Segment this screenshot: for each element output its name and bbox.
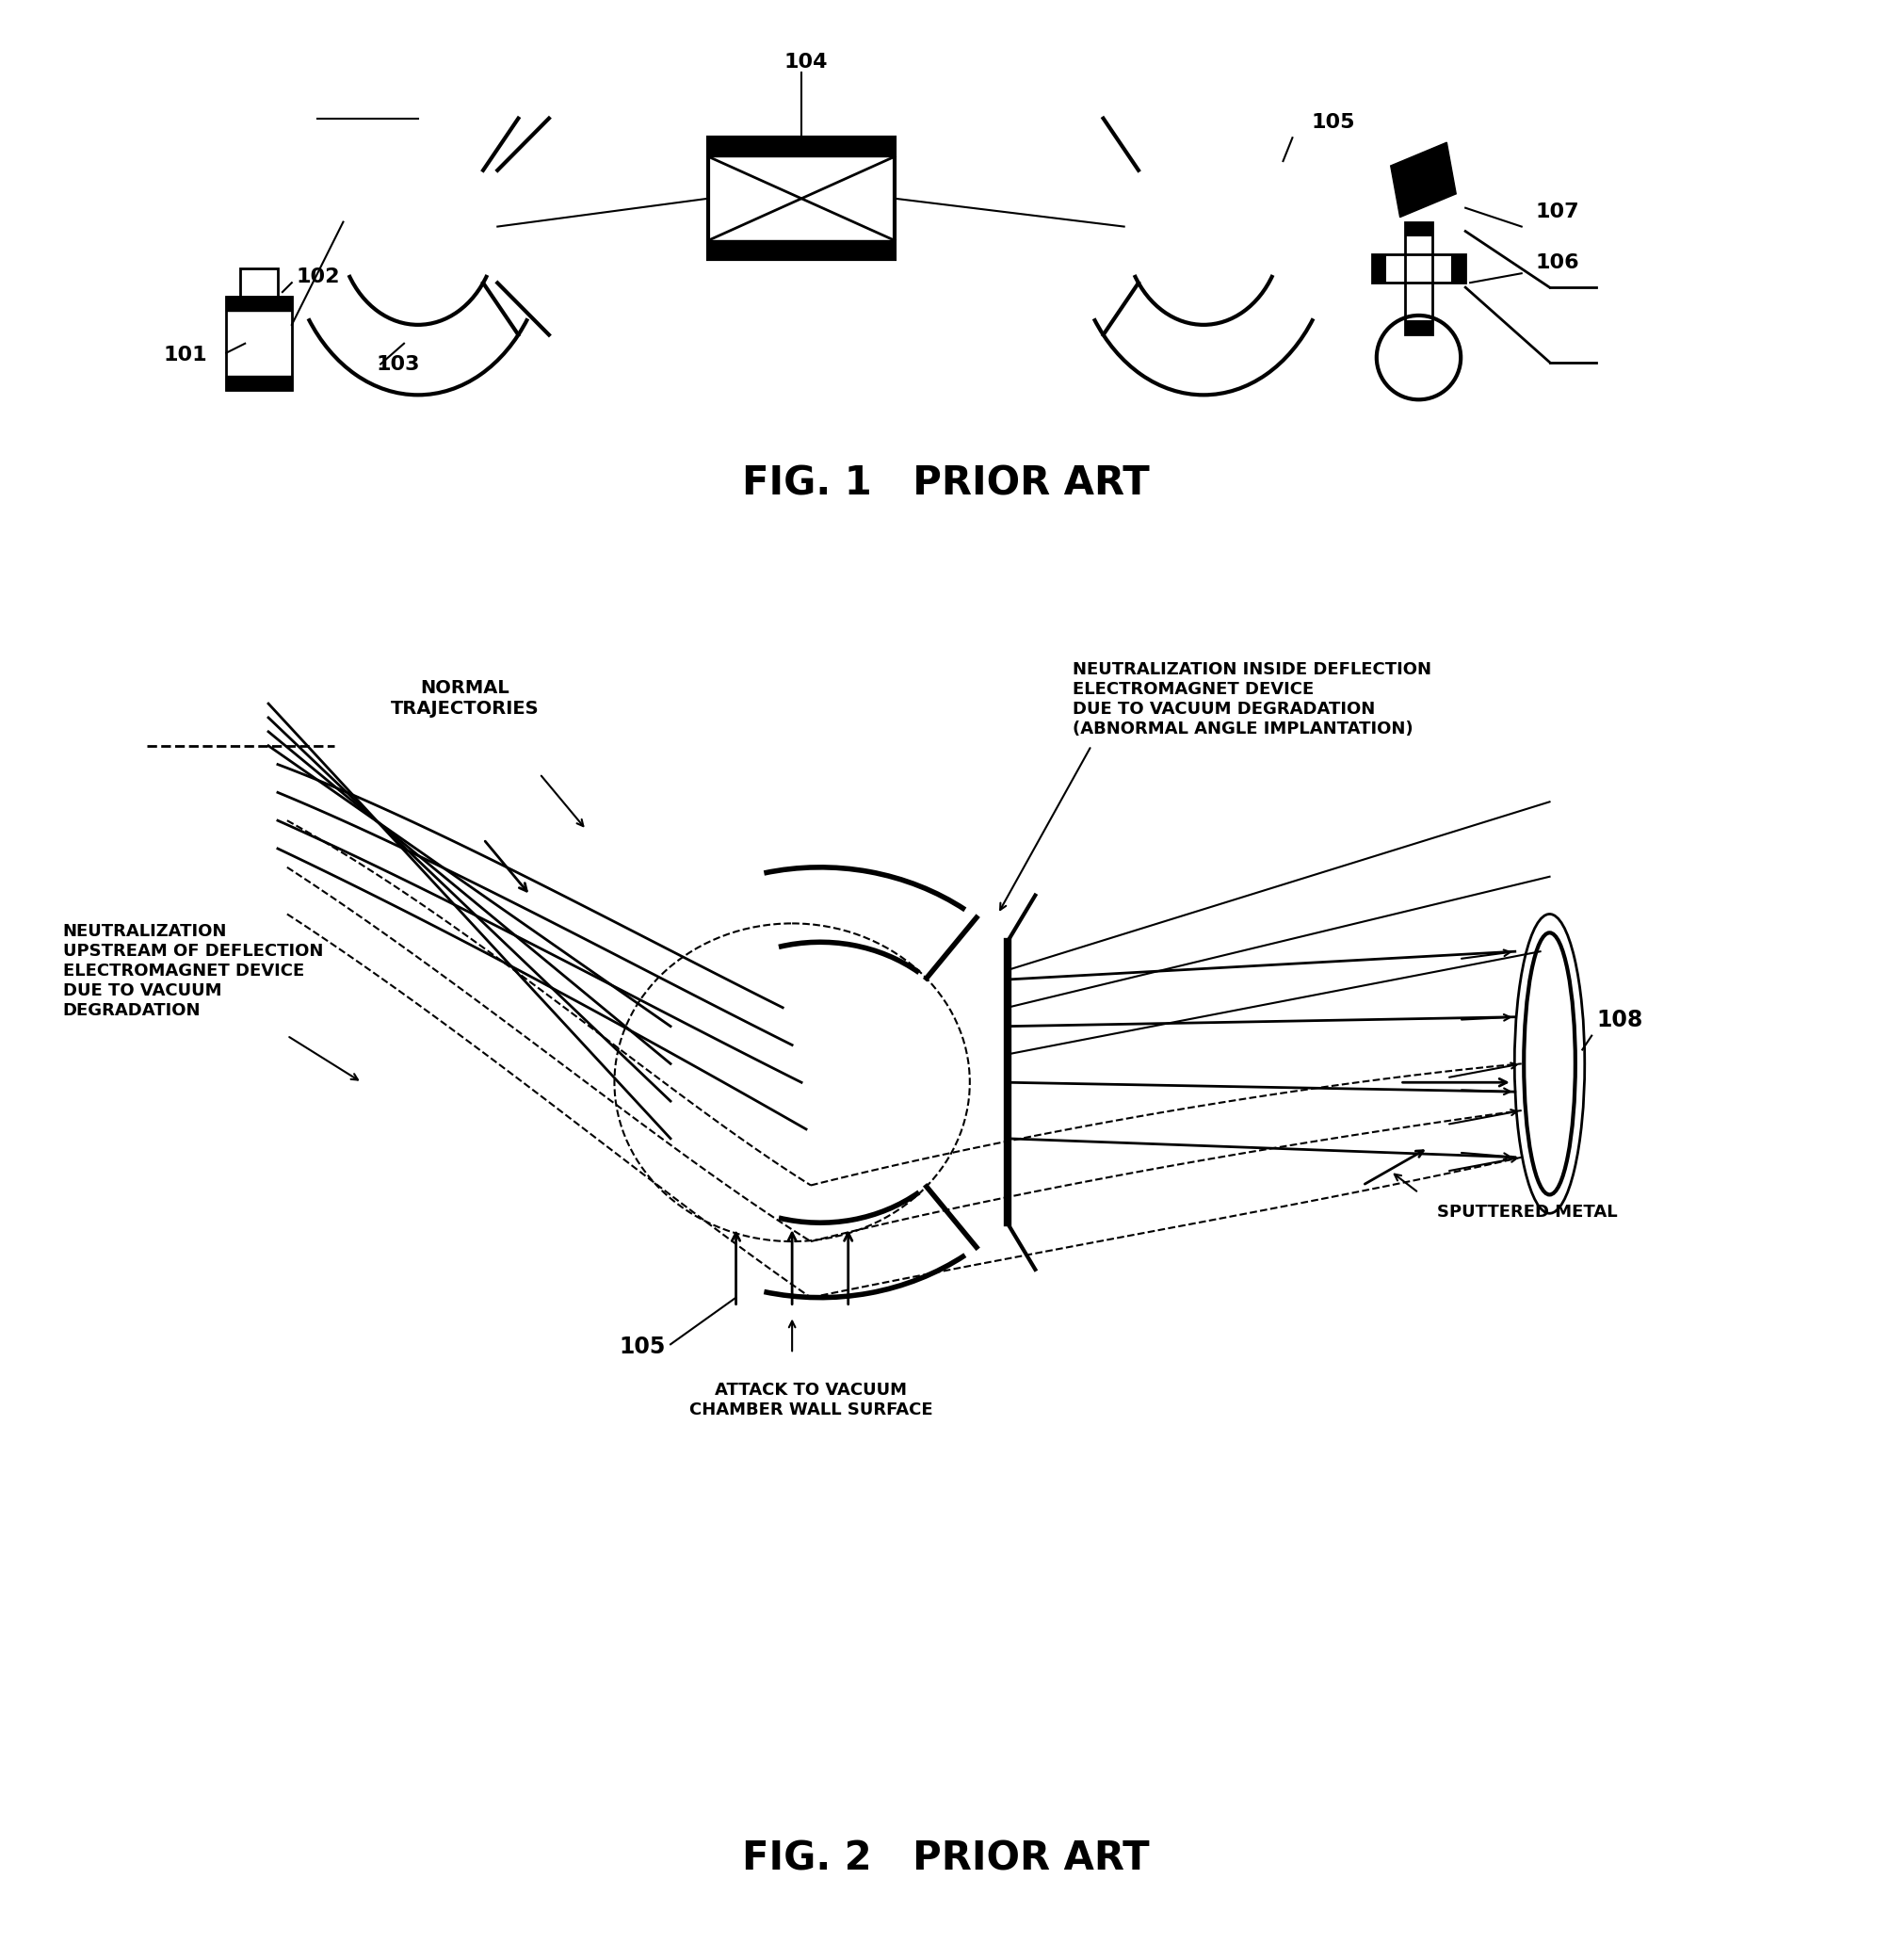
Bar	[227, 296, 291, 312]
Text: 105: 105	[1310, 114, 1355, 131]
Text: ATTACK TO VACUUM
CHAMBER WALL SURFACE: ATTACK TO VACUUM CHAMBER WALL SURFACE	[688, 1382, 932, 1419]
Text: SPUTTERED METAL: SPUTTERED METAL	[1436, 1203, 1618, 1221]
Bar	[707, 137, 894, 259]
Bar	[707, 241, 894, 259]
Bar	[1372, 255, 1465, 282]
Bar	[1452, 255, 1465, 282]
Bar	[707, 137, 894, 157]
Text: FIG. 1   PRIOR ART: FIG. 1 PRIOR ART	[741, 465, 1149, 504]
Text: NEUTRALIZATION INSIDE DEFLECTION
ELECTROMAGNET DEVICE
DUE TO VACUUM DEGRADATION
: NEUTRALIZATION INSIDE DEFLECTION ELECTRO…	[1072, 662, 1431, 737]
Bar	[1404, 319, 1433, 333]
Text: NEUTRALIZATION
UPSTREAM OF DEFLECTION
ELECTROMAGNET DEVICE
DUE TO VACUUM
DEGRADA: NEUTRALIZATION UPSTREAM OF DEFLECTION EL…	[62, 923, 323, 1019]
Bar	[1404, 221, 1433, 235]
Bar	[1372, 255, 1385, 282]
Text: 105: 105	[618, 1337, 665, 1358]
Text: 108: 108	[1595, 1007, 1642, 1031]
Text: NORMAL
TRAJECTORIES: NORMAL TRAJECTORIES	[391, 678, 539, 717]
Text: 103: 103	[376, 355, 420, 374]
Text: 101: 101	[164, 345, 208, 365]
Bar	[227, 376, 291, 390]
Polygon shape	[1389, 143, 1455, 218]
Text: 104: 104	[784, 53, 828, 71]
Text: 106: 106	[1535, 253, 1578, 272]
Bar	[240, 269, 278, 302]
Text: 107: 107	[1535, 202, 1578, 221]
Text: FIG. 2   PRIOR ART: FIG. 2 PRIOR ART	[741, 1838, 1149, 1878]
Bar	[1404, 221, 1433, 333]
Bar	[227, 296, 291, 390]
Text: 102: 102	[297, 269, 340, 286]
